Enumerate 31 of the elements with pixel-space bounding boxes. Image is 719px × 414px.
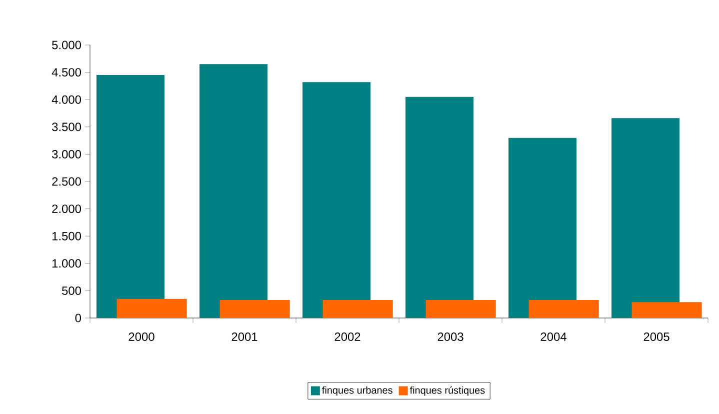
bar [632, 302, 702, 318]
y-tick-label: 5.000 [52, 40, 82, 50]
y-tick-label: 4.000 [52, 95, 82, 104]
y-tick-label: 4.500 [52, 68, 82, 77]
x-tick-label: 2003 [438, 332, 464, 341]
x-tick-label: 2002 [334, 332, 360, 341]
y-tick-label: 3.500 [52, 122, 82, 132]
bar [116, 298, 187, 318]
y-tick-label: 3.000 [52, 150, 82, 158]
bar [528, 300, 599, 318]
y-tick-label: 1.500 [52, 232, 82, 240]
legend-label: finques rústiques [410, 386, 485, 396]
x-tick-label: 2000 [128, 332, 154, 341]
y-tick-label: 2.500 [52, 177, 82, 186]
bar [405, 96, 474, 318]
bar [611, 118, 680, 318]
x-tick-label: 2005 [644, 332, 670, 341]
bar [220, 300, 290, 318]
x-tick-label: 2001 [232, 332, 258, 341]
bar [322, 300, 393, 318]
bar [96, 75, 164, 318]
y-tick-label: 1.000 [52, 259, 82, 268]
legend-label: finques urbanes [322, 386, 392, 396]
y-tick-label: 0 [75, 314, 82, 322]
bar [426, 300, 496, 318]
bar [199, 64, 268, 318]
y-tick-label: 500 [62, 286, 82, 295]
bar [302, 82, 370, 318]
y-tick-label: 2.000 [52, 204, 82, 214]
bar [508, 138, 576, 318]
x-tick-label: 2004 [540, 332, 566, 341]
